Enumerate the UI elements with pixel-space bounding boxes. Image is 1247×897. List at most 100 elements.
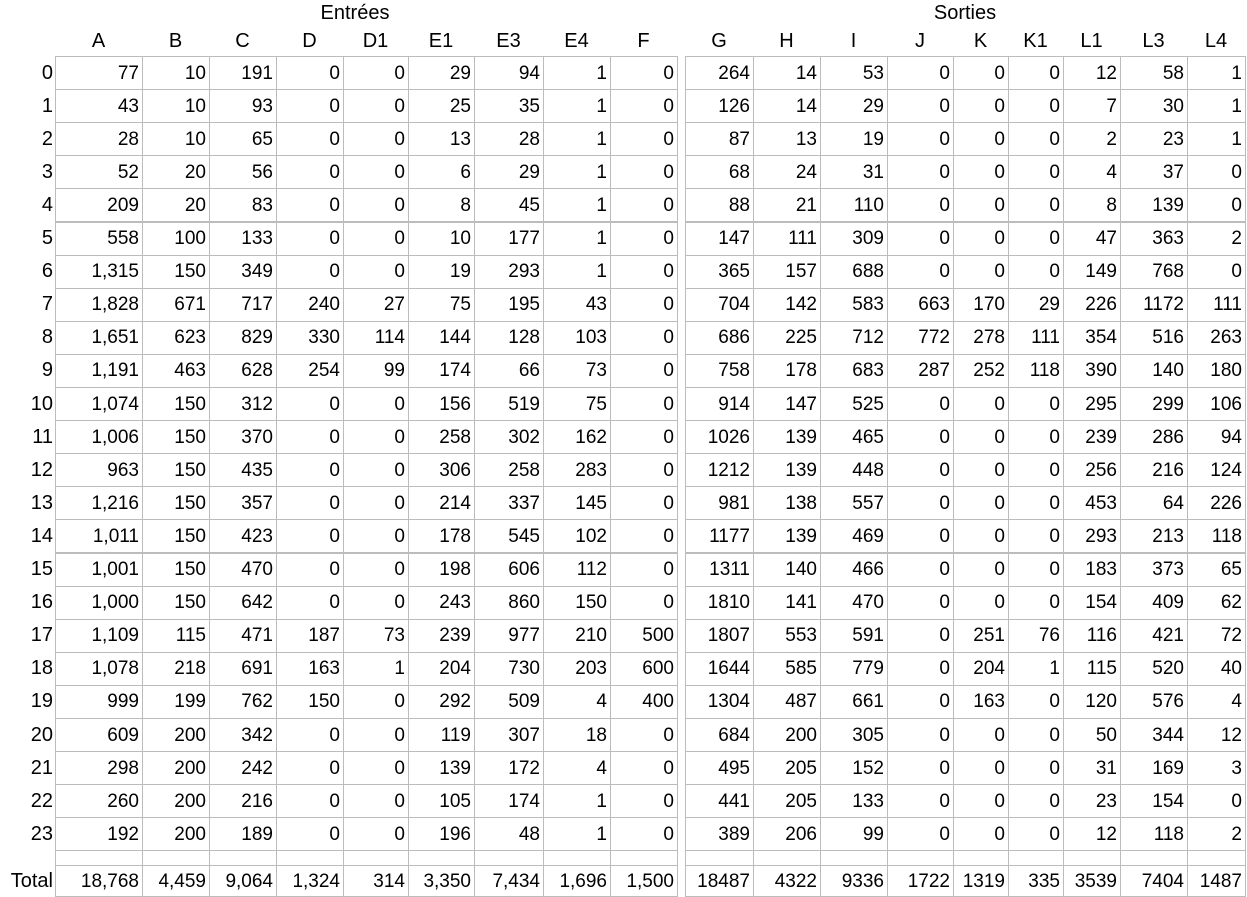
table-cell: 68 — [685, 155, 754, 190]
table-cell: 150 — [142, 486, 210, 521]
table-cell: 0 — [343, 552, 409, 587]
table-cell: 12 — [1063, 56, 1121, 91]
table-cell: 195 — [474, 287, 544, 322]
table-cell: 661 — [820, 684, 888, 719]
table-cell: 226 — [1187, 486, 1246, 521]
table-cell: 683 — [820, 353, 888, 388]
row-label: 3 — [41, 160, 53, 183]
table-cell: 178 — [408, 519, 475, 554]
table-cell: 0 — [610, 155, 678, 190]
table-cell: 0 — [343, 155, 409, 190]
table-cell: 191 — [209, 56, 277, 91]
table-cell: 187 — [276, 618, 344, 653]
table-cell: 189 — [209, 817, 277, 852]
table-cell: 105 — [408, 784, 475, 819]
table-cell: 10 — [142, 122, 210, 157]
table-cell: 1 — [343, 651, 409, 686]
table-cell: 487 — [753, 684, 821, 719]
table-cell: 50 — [1063, 718, 1121, 753]
table-cell: 0 — [1008, 387, 1064, 422]
table-cell: 0 — [1008, 122, 1064, 157]
table-cell: 409 — [1120, 585, 1188, 620]
row-label: 10 — [30, 392, 53, 415]
column-header: L3 — [1142, 30, 1165, 52]
table-cell: 66 — [474, 353, 544, 388]
table-cell: 337 — [474, 486, 544, 521]
total-cell: 1,500 — [610, 865, 678, 897]
table-cell: 0 — [953, 817, 1009, 852]
total-cell: 18487 — [685, 865, 754, 897]
table-cell: 545 — [474, 519, 544, 554]
table-cell: 0 — [953, 420, 1009, 455]
table-cell: 389 — [685, 817, 754, 852]
table-cell: 206 — [753, 817, 821, 852]
table-cell: 0 — [276, 254, 344, 289]
table-cell: 200 — [142, 718, 210, 753]
table-cell: 0 — [887, 387, 954, 422]
table-cell: 4 — [543, 751, 611, 786]
row-label: 19 — [30, 690, 53, 713]
table-cell: 156 — [408, 387, 475, 422]
table-cell: 8 — [1063, 188, 1121, 223]
table-cell: 150 — [543, 585, 611, 620]
table-cell: 465 — [820, 420, 888, 455]
row-label: 18 — [30, 657, 53, 680]
table-cell: 466 — [820, 552, 888, 587]
table-cell: 609 — [55, 718, 143, 753]
row-label: 15 — [30, 558, 53, 581]
table-cell: 115 — [1063, 651, 1121, 686]
table-cell: 0 — [1008, 486, 1064, 521]
table-cell: 0 — [887, 221, 954, 256]
table-cell: 1 — [543, 817, 611, 852]
table-cell: 0 — [1187, 254, 1246, 289]
column-header: G — [711, 30, 727, 52]
table-cell: 0 — [276, 453, 344, 488]
total-cell: 1,696 — [543, 865, 611, 897]
table-cell: 0 — [610, 718, 678, 753]
table-cell: 150 — [142, 552, 210, 587]
table-cell: 0 — [953, 221, 1009, 256]
table-cell: 0 — [343, 784, 409, 819]
table-cell: 0 — [343, 519, 409, 554]
table-cell: 180 — [1187, 353, 1246, 388]
table-cell: 373 — [1120, 552, 1188, 587]
table-cell: 30 — [1120, 89, 1188, 124]
table-cell: 2 — [1187, 817, 1246, 852]
table-cell: 256 — [1063, 453, 1121, 488]
row-label: 9 — [41, 359, 53, 382]
table-cell: 20 — [142, 188, 210, 223]
table-cell: 686 — [685, 320, 754, 355]
table-cell: 623 — [142, 320, 210, 355]
table-cell: 305 — [820, 718, 888, 753]
column-header: L4 — [1204, 30, 1228, 52]
table-cell: 0 — [343, 718, 409, 753]
total-cell: 4322 — [753, 865, 821, 897]
table-cell: 150 — [142, 387, 210, 422]
table-cell: 198 — [408, 552, 475, 587]
table-cell: 258 — [408, 420, 475, 455]
table-cell: 239 — [1063, 420, 1121, 455]
table-cell: 4 — [1187, 684, 1246, 719]
table-cell: 150 — [142, 585, 210, 620]
table-cell: 1,001 — [55, 552, 143, 587]
table-cell: 114 — [343, 320, 409, 355]
table-cell: 0 — [343, 221, 409, 256]
table-cell: 1 — [543, 784, 611, 819]
table-cell: 860 — [474, 585, 544, 620]
table-cell: 312 — [209, 387, 277, 422]
table-cell: 19 — [820, 122, 888, 157]
table-cell: 115 — [142, 618, 210, 653]
table-cell: 293 — [1063, 519, 1121, 554]
table-cell: 0 — [953, 519, 1009, 554]
table-cell: 31 — [1063, 751, 1121, 786]
table-cell: 243 — [408, 585, 475, 620]
table-cell: 37 — [1120, 155, 1188, 190]
table-cell: 251 — [953, 618, 1009, 653]
table-cell: 0 — [343, 420, 409, 455]
table-cell: 1,651 — [55, 320, 143, 355]
table-cell: 0 — [610, 287, 678, 322]
table-cell: 0 — [953, 784, 1009, 819]
row-label: 6 — [41, 260, 53, 283]
table-cell: 1,074 — [55, 387, 143, 422]
table-cell: 196 — [408, 817, 475, 852]
